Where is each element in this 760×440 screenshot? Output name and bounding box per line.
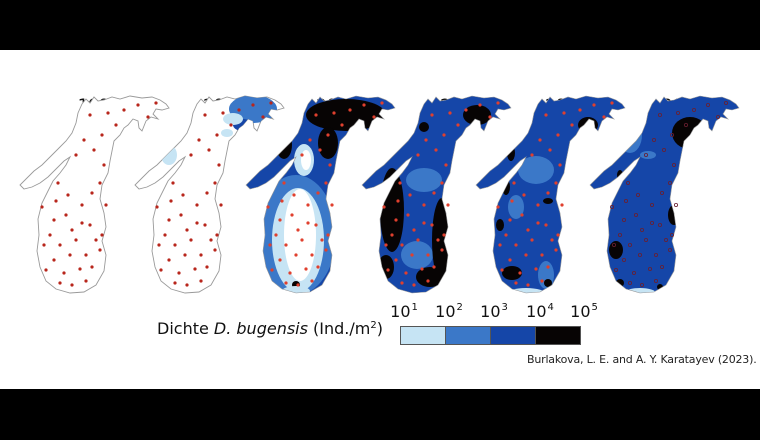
legend-tick-2: 102 <box>435 302 463 321</box>
legend-unit-prefix: (Ind./m <box>307 319 371 338</box>
legend-unit-sup: 2 <box>370 320 377 331</box>
map-2021 <box>589 95 740 294</box>
map-2010 <box>361 95 512 294</box>
legend-species: D. bugensis <box>213 319 308 338</box>
legend-unit-suffix: ) <box>376 319 383 338</box>
map-1994 <box>19 95 170 294</box>
legend-tick-3: 103 <box>480 302 508 321</box>
legend-swatch-3 <box>491 327 536 344</box>
legend-title: Dichte D. bugensis (Ind./m2) <box>157 319 383 338</box>
legend-tick-5: 105 <box>570 302 598 321</box>
citation: Burlakova, L. E. and A. Y. Karatayev (20… <box>527 353 757 366</box>
legend-title-prefix: Dichte <box>157 319 214 338</box>
figure-panel: 1994/95 2000 2005 2010 2015 2021 <box>0 50 760 389</box>
legend-swatch-1 <box>401 327 446 344</box>
map-2015 <box>475 95 626 294</box>
legend-tick-4: 104 <box>526 302 554 321</box>
legend-tick-1: 101 <box>390 302 418 321</box>
legend-swatch-2 <box>446 327 491 344</box>
legend-swatch-4 <box>536 327 580 344</box>
map-2000 <box>134 95 285 294</box>
legend-colorbar <box>400 326 581 345</box>
map-2005 <box>245 95 396 294</box>
lake-michigan-maps <box>19 95 740 294</box>
